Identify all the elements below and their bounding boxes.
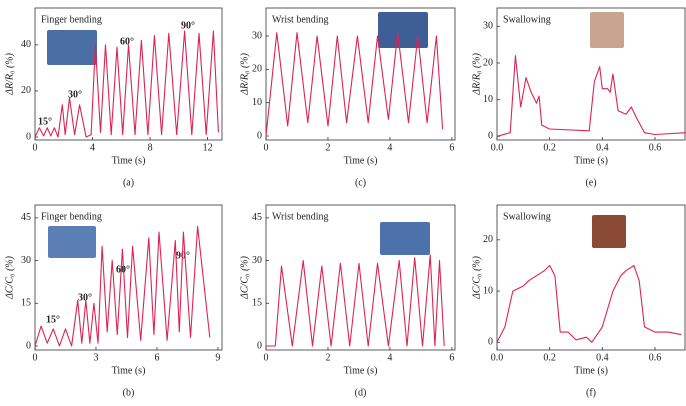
x-tick-label: 0.0 — [491, 352, 504, 363]
angle-label: 60° — [116, 264, 130, 275]
y-tick-label: 40 — [21, 39, 31, 50]
inset-photo — [48, 226, 96, 258]
y-tick-label: 15 — [21, 298, 31, 309]
x-tick-label: 0.0 — [491, 142, 504, 153]
inset-title: Swallowing — [503, 14, 551, 25]
x-tick-label: 6 — [154, 352, 159, 363]
x-axis-label: Time (s) — [112, 155, 146, 166]
x-axis-label: Time (s) — [574, 155, 608, 166]
y-tick-label: 30 — [252, 255, 262, 266]
x-tick-label: 0.4 — [596, 352, 609, 363]
x-axis-label: Time (s) — [344, 365, 378, 376]
plot-frame — [265, 7, 456, 141]
inset-title: Wrist bending — [272, 14, 329, 25]
x-tick-label: 6 — [449, 142, 454, 153]
y-tick-label: 0 — [488, 131, 493, 142]
x-tick-label: 0.2 — [543, 352, 556, 363]
panel-label: (c) — [355, 177, 366, 188]
x-tick-label: 4 — [90, 142, 95, 153]
inset-title: Finger bending — [41, 14, 102, 25]
y-axis-label: ΔC/C₀ (%) — [4, 255, 15, 300]
angle-label: 90° — [176, 250, 190, 261]
panel-label: (e) — [585, 177, 596, 188]
angle-label: 60° — [120, 36, 134, 47]
x-tick-label: 6 — [449, 352, 454, 363]
x-axis-label: Time (s) — [112, 365, 146, 376]
y-tick-label: 10 — [483, 285, 493, 296]
y-tick-label: 20 — [483, 57, 493, 68]
x-tick-label: 0.6 — [649, 142, 662, 153]
angle-label: 15° — [38, 116, 52, 127]
y-tick-label: 20 — [483, 234, 493, 245]
inset-photo — [47, 30, 97, 65]
inset-photo — [380, 222, 430, 255]
x-tick-label: 0.2 — [543, 142, 556, 153]
x-tick-label: 3 — [93, 352, 98, 363]
y-tick-label: 45 — [21, 212, 31, 223]
y-tick-label: 20 — [21, 85, 31, 96]
data-line — [34, 30, 219, 138]
inset-title: Wrist bending — [272, 211, 329, 222]
data-line — [265, 32, 444, 137]
x-tick-label: 0 — [264, 142, 269, 153]
x-tick-label: 9 — [215, 352, 220, 363]
x-axis-label: Time (s) — [574, 365, 608, 376]
y-axis-label: ΔR/R₀ (%) — [239, 52, 250, 96]
panel-label: (b) — [123, 387, 135, 398]
y-tick-label: 30 — [483, 21, 493, 32]
y-axis-label: ΔR/R₀ (%) — [4, 52, 15, 96]
y-tick-label: 10 — [252, 97, 262, 108]
y-tick-label: 15 — [252, 298, 262, 309]
inset-title: Finger bending — [41, 211, 102, 222]
data-line — [496, 55, 686, 137]
y-tick-label: 0 — [257, 130, 262, 141]
y-tick-label: 45 — [252, 212, 262, 223]
y-tick-label: 30 — [21, 255, 31, 266]
x-tick-label: 12 — [203, 142, 213, 153]
x-tick-label: 0.6 — [649, 352, 662, 363]
plot-frame — [34, 7, 223, 141]
x-tick-label: 4 — [387, 142, 392, 153]
y-axis-label: ΔR/R₀ (%) — [471, 52, 482, 96]
panel-label: (f) — [586, 387, 596, 398]
y-axis-label: ΔC/C₀ (%) — [239, 255, 250, 300]
y-tick-label: 10 — [483, 94, 493, 105]
y-tick-label: 0 — [488, 337, 493, 348]
x-tick-label: 0 — [264, 352, 269, 363]
angle-label: 30° — [68, 89, 82, 100]
x-tick-label: 2 — [325, 352, 330, 363]
x-tick-label: 4 — [387, 352, 392, 363]
data-line — [496, 264, 682, 343]
plot-frame — [496, 204, 686, 351]
plot-frame — [34, 204, 223, 351]
angle-label: 15° — [46, 314, 60, 325]
y-tick-label: 0 — [26, 131, 31, 142]
x-tick-label: 0.4 — [596, 142, 609, 153]
plot-frame — [265, 204, 456, 351]
data-line — [266, 254, 445, 347]
data-line — [34, 225, 211, 347]
inset-photo — [592, 215, 626, 248]
x-tick-label: 8 — [148, 142, 153, 153]
x-tick-label: 0 — [33, 142, 38, 153]
x-tick-label: 2 — [325, 142, 330, 153]
panel-label: (a) — [123, 177, 134, 188]
plot-frame — [496, 7, 686, 141]
y-tick-label: 30 — [252, 30, 262, 41]
inset-photo — [378, 12, 428, 48]
y-tick-label: 0 — [257, 340, 262, 351]
inset-title: Swallowing — [503, 211, 551, 222]
angle-label: 90° — [181, 20, 195, 31]
angle-label: 30° — [78, 292, 92, 303]
y-tick-label: 0 — [26, 340, 31, 351]
panel-label: (d) — [355, 387, 367, 398]
x-tick-label: 0 — [33, 352, 38, 363]
inset-photo — [590, 12, 624, 48]
x-axis-label: Time (s) — [344, 155, 378, 166]
y-axis-label: ΔC/C₀ (%) — [471, 255, 482, 300]
y-tick-label: 20 — [252, 64, 262, 75]
